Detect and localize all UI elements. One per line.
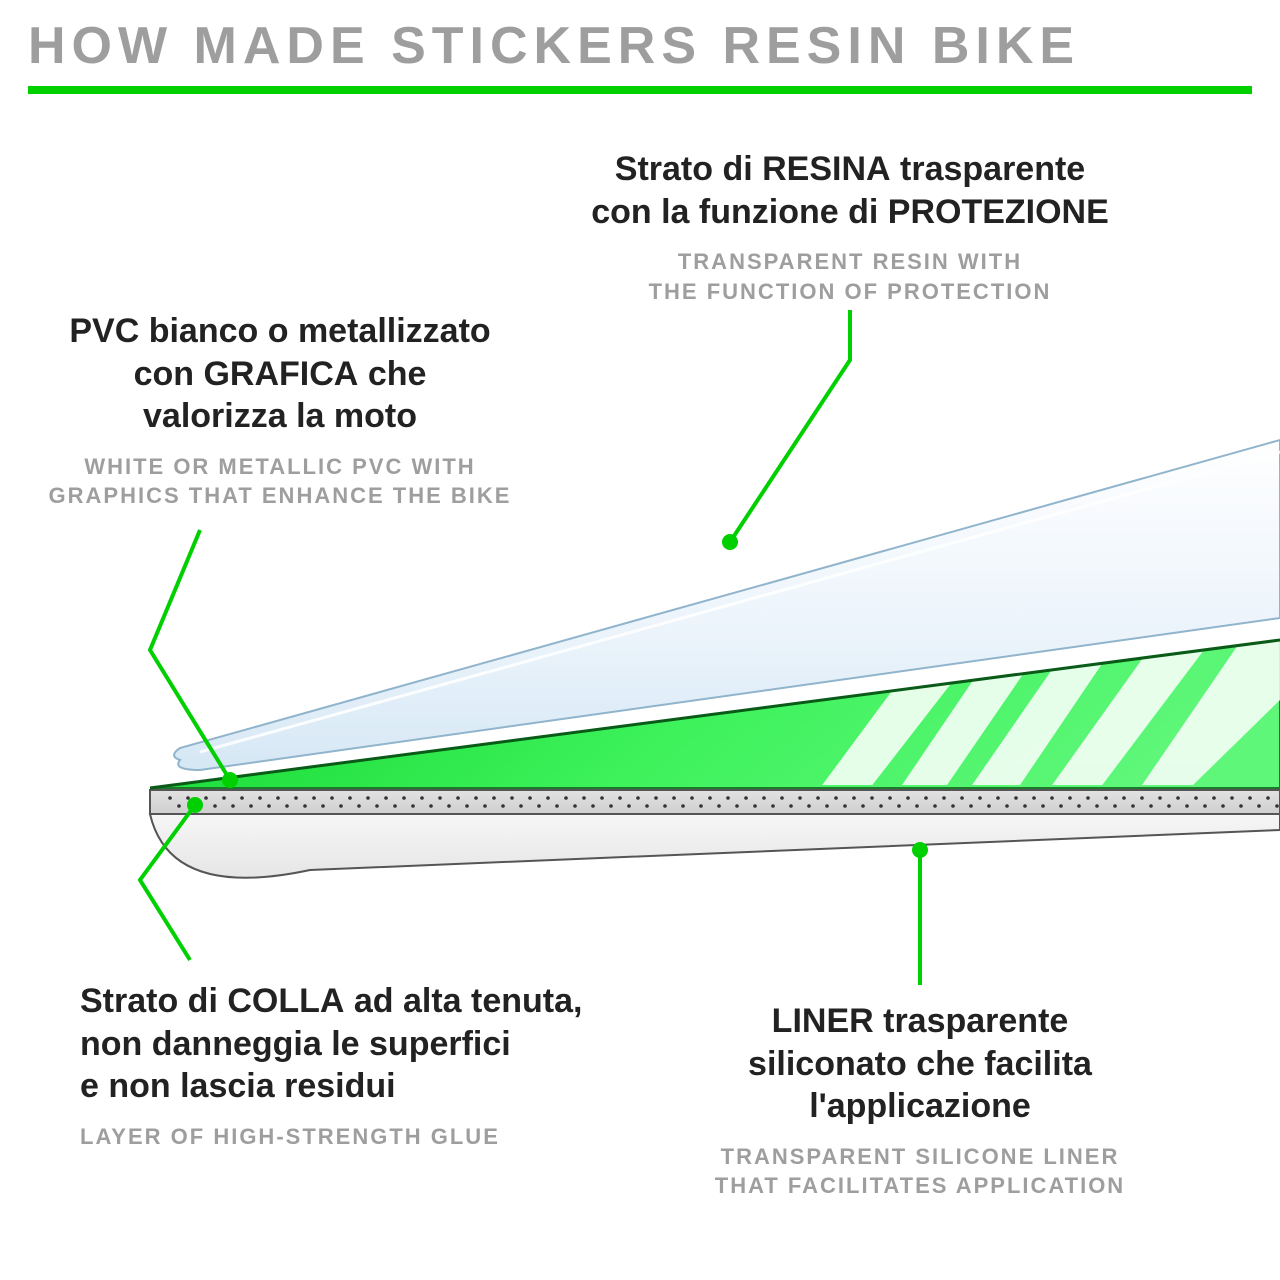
layer-liner xyxy=(150,814,1280,878)
leader-resin xyxy=(722,310,850,550)
layers-diagram xyxy=(0,0,1280,1280)
leader-liner xyxy=(912,842,928,985)
layer-glue xyxy=(150,790,1280,814)
